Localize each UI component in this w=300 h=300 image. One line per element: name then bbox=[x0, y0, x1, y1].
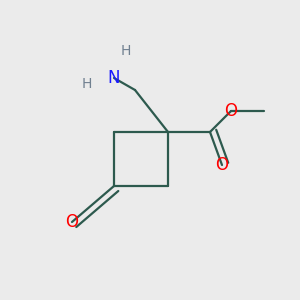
Text: H: H bbox=[82, 77, 92, 91]
Text: H: H bbox=[121, 44, 131, 58]
Text: N: N bbox=[108, 69, 120, 87]
Text: O: O bbox=[215, 156, 229, 174]
Text: O: O bbox=[224, 102, 238, 120]
Text: O: O bbox=[65, 213, 79, 231]
